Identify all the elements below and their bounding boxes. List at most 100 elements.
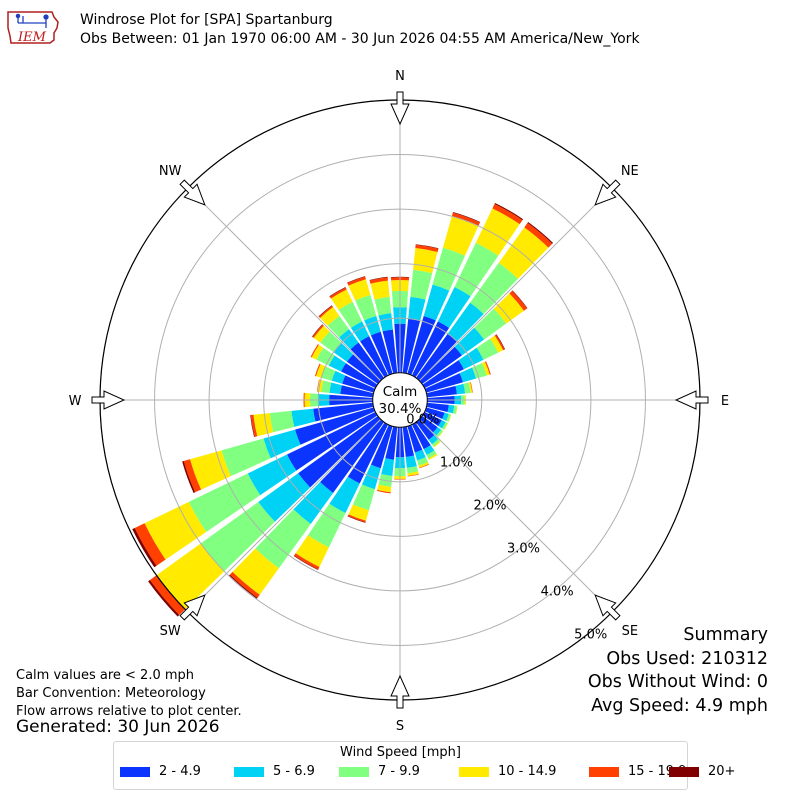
bar-30-bin-3 xyxy=(475,208,520,256)
bar-130-bin-1 xyxy=(433,427,442,436)
bar-40-bin-1 xyxy=(447,302,484,342)
spoke-sw xyxy=(187,418,382,613)
bar-130-bin-2 xyxy=(436,429,443,437)
bar-50-bin-3 xyxy=(493,293,524,324)
legend-item: 5 - 6.9 xyxy=(234,764,315,779)
legend-label: 10 - 14.9 xyxy=(498,764,557,779)
spoke-nw xyxy=(187,187,382,382)
speed-legend: Wind Speed [mph] 2 - 4.9 5 - 6.9 7 - 9.9 10… xyxy=(113,741,735,790)
radial-tick-label-3: 3.0% xyxy=(507,541,540,556)
direction-label-w: W xyxy=(69,394,82,409)
bar-330-bin-0 xyxy=(360,336,389,378)
legend-swatch xyxy=(339,766,369,777)
bar-220-bin-2 xyxy=(255,509,311,569)
spoke-ne xyxy=(418,187,613,382)
bar-110-bin-1 xyxy=(442,412,449,421)
radial-tick-label-5: 5.0% xyxy=(574,627,607,642)
bar-10-bin-1 xyxy=(408,296,426,321)
bar-290-bin-0 xyxy=(342,375,376,393)
radial-tick-label-0: 0.0% xyxy=(406,413,439,428)
arrow-shape xyxy=(674,390,709,410)
bar-60-bin-2 xyxy=(476,338,499,360)
bar-100-bin-1 xyxy=(447,404,455,414)
bar-200-bin-5 xyxy=(347,515,366,523)
calm-note: Calm values are < 2.0 mph xyxy=(16,668,195,683)
bar-210-bin-1 xyxy=(329,476,360,513)
bar-10-bin-0 xyxy=(402,318,421,374)
arrow-shape xyxy=(390,674,410,709)
bar-350-bin-5 xyxy=(369,276,388,281)
bar-230-bin-2 xyxy=(200,501,275,572)
bar-10-bin-4 xyxy=(415,244,439,252)
bar-120-bin-2 xyxy=(441,422,448,430)
legend-item: 10 - 14.9 xyxy=(459,764,556,779)
bar-60-bin-0 xyxy=(422,360,464,389)
bar-160-bin-4 xyxy=(419,464,430,469)
bar-10-bin-5 xyxy=(415,244,439,249)
bar-310-bin-5 xyxy=(311,324,323,337)
arrow-shape xyxy=(179,179,206,206)
plot-notes: Calm values are < 2.0 mph Bar Convention… xyxy=(16,667,242,721)
bar-150-bin-1 xyxy=(423,445,435,456)
bar-340-bin-2 xyxy=(355,295,377,321)
direction-label-e: E xyxy=(721,394,729,409)
bar-290-bin-3 xyxy=(316,364,326,378)
bar-30-bin-2 xyxy=(454,242,499,297)
bar-150-bin-3 xyxy=(428,453,438,460)
bar-130-bin-3 xyxy=(437,430,444,438)
bar-170-bin-3 xyxy=(407,471,419,476)
bar-230-bin-4 xyxy=(149,575,186,616)
legend-label: 5 - 6.9 xyxy=(273,764,315,779)
bar-280-bin-1 xyxy=(329,382,342,394)
bar-200-bin-4 xyxy=(347,514,366,523)
bar-190-bin-0 xyxy=(385,426,398,460)
bar-100-bin-0 xyxy=(426,402,449,413)
bar-260-bin-2 xyxy=(269,410,295,433)
bar-190-bin-4 xyxy=(376,489,391,494)
bar-210-bin-0 xyxy=(347,422,389,484)
bar-300-bin-1 xyxy=(328,355,346,372)
spoke-se xyxy=(418,418,613,613)
legend-title: Wind Speed [mph] xyxy=(340,745,461,760)
bar-50-bin-1 xyxy=(454,327,485,356)
bar-210-bin-5 xyxy=(293,555,319,570)
bar-320-bin-0 xyxy=(350,342,385,381)
bar-80-bin-2 xyxy=(463,382,471,394)
logo-text: IEM xyxy=(17,30,47,45)
bar-50-bin-0 xyxy=(419,346,462,385)
arrow-shape xyxy=(91,390,126,410)
bar-110-bin-2 xyxy=(446,413,451,422)
direction-label-sw: SW xyxy=(160,624,181,639)
direction-label-n: N xyxy=(395,69,405,84)
legend-label: 7 - 9.9 xyxy=(378,764,420,779)
bar-340-bin-1 xyxy=(364,316,381,336)
bar-20-bin-0 xyxy=(407,316,436,376)
bar-80-bin-3 xyxy=(468,382,473,393)
direction-label-ne: NE xyxy=(621,164,639,179)
bar-140-bin-1 xyxy=(428,435,439,445)
bar-310-bin-0 xyxy=(346,354,381,385)
bar-60-bin-3 xyxy=(490,335,504,353)
bar-170-bin-0 xyxy=(402,426,415,457)
bar-340-bin-3 xyxy=(348,279,371,301)
bar-30-bin-5 xyxy=(494,202,524,221)
legend-item: 20+ xyxy=(669,764,735,779)
bar-250-bin-0 xyxy=(295,407,376,445)
bar-70-bin-3 xyxy=(482,361,490,376)
bar-190-bin-3 xyxy=(377,484,392,493)
iem-logo: IEM xyxy=(7,11,59,45)
bar-100-bin-3 xyxy=(455,405,458,415)
bar-230-bin-5 xyxy=(148,580,180,617)
radial-tick-label-1: 1.0% xyxy=(440,456,473,471)
bar-convention-note: Bar Convention: Meteorology xyxy=(16,686,206,701)
bar-350-bin-1 xyxy=(378,313,393,332)
bar-340-bin-0 xyxy=(370,331,393,376)
flow-arrows-note: Flow arrows relative to plot center. xyxy=(16,704,242,719)
arrow-shape xyxy=(594,594,621,621)
bar-300-bin-2 xyxy=(316,347,335,366)
flow-arrow-nw xyxy=(179,179,206,206)
bar-230-bin-0 xyxy=(298,415,381,488)
flow-arrow-ne xyxy=(594,179,621,206)
bar-280-bin-0 xyxy=(340,385,374,398)
bar-170-bin-4 xyxy=(407,474,419,477)
